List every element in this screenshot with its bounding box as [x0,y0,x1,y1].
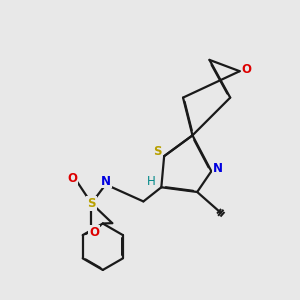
Text: N: N [213,162,223,175]
Text: H: H [147,175,155,188]
Text: O: O [89,226,99,238]
Text: O: O [67,172,77,185]
Text: O: O [242,63,252,76]
Text: S: S [87,197,96,210]
Text: N: N [100,175,111,188]
Text: S: S [153,146,161,158]
